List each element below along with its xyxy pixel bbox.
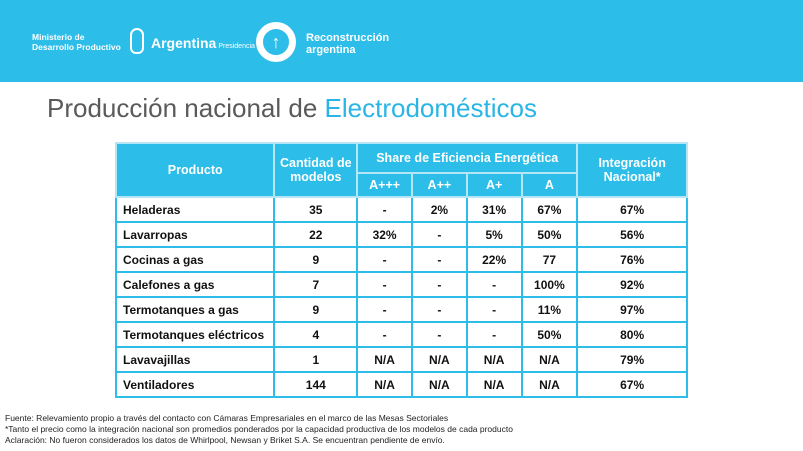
table-cell: 76%	[576, 246, 688, 273]
table-cell: N/A	[356, 346, 413, 373]
product-name: Termotanques eléctricos	[114, 321, 276, 348]
table-cell: -	[356, 196, 413, 223]
table-cell: -	[411, 271, 468, 298]
table-cell: N/A	[520, 371, 579, 398]
reconstruccion-line1: Reconstrucción	[306, 32, 390, 44]
table-cell: 100%	[520, 271, 579, 298]
footnote-source: Fuente: Relevamiento propio a través del…	[5, 413, 449, 423]
product-name: Cocinas a gas	[114, 246, 276, 273]
table-cell: 67%	[520, 196, 579, 223]
product-name: Lavavajillas	[114, 346, 276, 373]
table-cell: N/A	[465, 371, 523, 398]
reconstruccion-line2: argentina	[306, 44, 356, 56]
table-cell: -	[356, 246, 413, 273]
title-part1: Producción nacional de	[47, 93, 325, 123]
header-integracion: Integración Nacional*	[576, 142, 688, 198]
table-cell: -	[411, 321, 468, 348]
table-cell: 56%	[576, 221, 688, 248]
table-row: Termotanques eléctricos 4- - -50% 80%	[114, 321, 688, 348]
table-cell: -	[465, 271, 523, 298]
ministry-logo: Ministerio de Desarrollo Productivo	[32, 32, 121, 52]
table-cell: 67%	[576, 196, 688, 223]
table-cell: 67%	[576, 371, 688, 398]
table-cell: 7	[273, 271, 359, 298]
table-cell: -	[356, 321, 413, 348]
page-title: Producción nacional de Electrodomésticos	[47, 93, 537, 124]
footnote-clarification: Aclaración: No fueron considerados los d…	[5, 435, 445, 445]
table-cell: -	[465, 321, 523, 348]
footnote-weighting: *Tanto el precio como la integración nac…	[5, 424, 513, 434]
table-cell: 22	[273, 221, 359, 248]
table-cell: -	[411, 221, 468, 248]
table-cell: N/A	[465, 346, 523, 373]
table-cell: 5%	[465, 221, 523, 248]
product-name: Lavarropas	[114, 221, 276, 248]
header-cantidad: Cantidad de modelos	[273, 142, 359, 198]
table-cell: 4	[273, 321, 359, 348]
header-class: A+++	[356, 172, 413, 198]
table-cell: 97%	[576, 296, 688, 323]
header-class: A	[520, 172, 579, 198]
table-cell: 2%	[411, 196, 468, 223]
table-cell: 9	[273, 246, 359, 273]
coat-of-arms-icon	[130, 28, 144, 54]
table-row: Cocinas a gas 9- -22% 77 76%	[114, 246, 688, 273]
arrow-up-circle-icon: ↑	[256, 22, 296, 62]
header-producto: Producto	[114, 142, 276, 198]
header-band: Ministerio de Desarrollo Productivo Argen…	[0, 0, 803, 82]
table-cell: 1	[273, 346, 359, 373]
table-cell: 92%	[576, 271, 688, 298]
table-cell: 50%	[520, 221, 579, 248]
argentina-text: Argentina	[151, 35, 217, 51]
table-cell: 22%	[465, 246, 523, 273]
table-cell: 35	[273, 196, 359, 223]
table-row: Lavarropas 22 32% -5% 50% 56%	[114, 221, 688, 248]
footnotes: Fuente: Relevamiento propio a través del…	[5, 413, 513, 446]
table-cell: -	[356, 296, 413, 323]
reconstruccion-logo: Reconstrucción argentina	[306, 32, 389, 56]
table-cell: -	[356, 271, 413, 298]
header-share: Share de Eficiencia Energética	[356, 142, 579, 174]
presidencia-text: Presidencia	[218, 43, 255, 50]
table-cell: 31%	[465, 196, 523, 223]
table-cell: N/A	[356, 371, 413, 398]
table-cell: N/A	[520, 346, 579, 373]
table-row: Lavavajillas 1 N/A N/A N/A N/A 79%	[114, 346, 688, 373]
title-part2: Electrodomésticos	[324, 93, 537, 123]
table-row: Calefones a gas 7- - -100% 92%	[114, 271, 688, 298]
ministry-line1: Ministerio de	[32, 32, 85, 42]
arrow-up-icon: ↑	[271, 32, 281, 52]
table-cell: 80%	[576, 321, 688, 348]
product-name: Calefones a gas	[114, 271, 276, 298]
table-cell: 32%	[356, 221, 413, 248]
table-row: Heladeras 35-2% 31% 67% 67%	[114, 196, 688, 223]
table-row: Termotanques a gas 9- - -11% 97%	[114, 296, 688, 323]
header-class: A++	[411, 172, 468, 198]
table-cell: 144	[273, 371, 359, 398]
appliances-table: Producto Cantidad de modelos Share de Ef…	[114, 142, 688, 398]
argentina-logo: Argentina Presidencia	[151, 35, 255, 51]
table-cell: 79%	[576, 346, 688, 373]
table-cell: 50%	[520, 321, 579, 348]
table-cell: N/A	[411, 346, 468, 373]
table-cell: 11%	[520, 296, 579, 323]
product-name: Heladeras	[114, 196, 276, 223]
table-cell: 9	[273, 296, 359, 323]
table-cell: 77	[520, 246, 579, 273]
table-cell: -	[411, 296, 468, 323]
table-row: Ventiladores 144 N/A N/A N/A N/A 67%	[114, 371, 688, 398]
table-cell: -	[465, 296, 523, 323]
product-name: Ventiladores	[114, 371, 276, 398]
table-cell: -	[411, 246, 468, 273]
header-class: A+	[465, 172, 523, 198]
table-cell: N/A	[411, 371, 468, 398]
product-name: Termotanques a gas	[114, 296, 276, 323]
ministry-line2: Desarrollo Productivo	[32, 42, 121, 52]
